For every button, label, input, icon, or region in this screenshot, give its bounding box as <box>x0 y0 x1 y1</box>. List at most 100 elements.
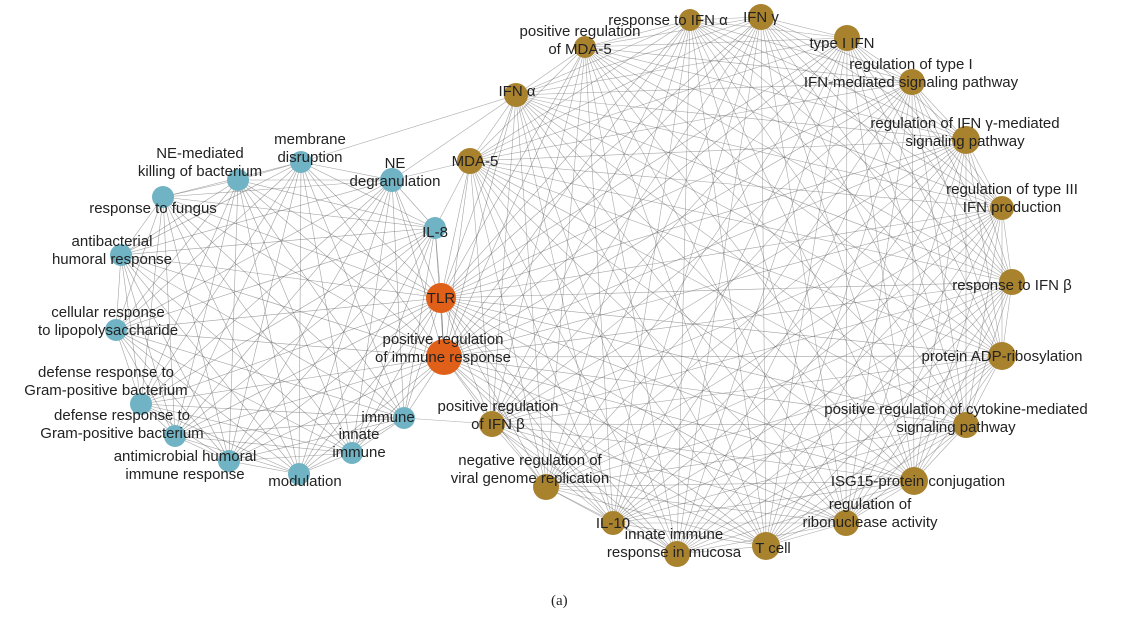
edge <box>115 329 300 475</box>
node-neg-reg-viral[interactable] <box>533 474 559 500</box>
edge <box>140 297 442 405</box>
edge <box>845 207 1003 524</box>
node-label-pos-reg-ifn-beta: of IFN β <box>471 416 525 433</box>
node-pos-reg-mda5[interactable] <box>574 36 596 58</box>
node-il8[interactable] <box>424 217 446 239</box>
edge <box>162 196 353 454</box>
node-tlr[interactable] <box>426 283 456 313</box>
edge <box>676 19 691 555</box>
edge <box>115 161 302 331</box>
node-mda5[interactable] <box>457 148 483 174</box>
edge <box>443 160 471 358</box>
edge <box>584 46 1003 357</box>
node-label-def-gram1: Gram-positive bacterium <box>24 382 187 399</box>
edge <box>689 19 1003 209</box>
node-label-pos-reg-ifn-beta: positive regulation <box>438 398 559 415</box>
edge-layer <box>115 16 1013 555</box>
node-il10[interactable] <box>601 511 625 535</box>
node-ne-degran[interactable] <box>380 168 404 192</box>
node-type1-ifn[interactable] <box>834 25 860 51</box>
node-ifn-gamma[interactable] <box>748 4 774 30</box>
edge <box>689 19 767 547</box>
edge <box>760 16 967 426</box>
node-reg-type3[interactable] <box>990 196 1014 220</box>
edge <box>612 424 967 524</box>
node-antimicrobial[interactable] <box>218 450 240 472</box>
node-pos-reg-ifn-beta[interactable] <box>479 411 505 437</box>
node-label-pos-reg-mda5: positive regulation <box>520 23 641 40</box>
edge <box>491 423 967 426</box>
node-reg-type1[interactable] <box>899 69 925 95</box>
edge <box>115 297 442 331</box>
node-tcell[interactable] <box>752 532 780 560</box>
edge <box>300 161 405 419</box>
node-reg-ifn-gamma[interactable] <box>952 126 980 154</box>
node-antibacterial[interactable] <box>110 244 132 266</box>
edge <box>545 16 762 488</box>
edge <box>440 94 517 299</box>
node-def-gram1[interactable] <box>130 393 152 415</box>
edge <box>300 161 442 299</box>
edge <box>760 16 1003 357</box>
edge <box>351 297 442 454</box>
node-membrane-disruption[interactable] <box>290 151 312 173</box>
edge <box>689 19 913 83</box>
edge <box>140 179 239 405</box>
node-innate-mucosa[interactable] <box>664 541 690 567</box>
edge <box>491 37 848 425</box>
node-reg-ribonuclease[interactable] <box>833 510 859 536</box>
edge <box>351 227 436 454</box>
edge <box>228 356 445 462</box>
node-resp-ifn-alpha[interactable] <box>679 9 701 31</box>
node-ifn-alpha[interactable] <box>504 83 528 107</box>
edge <box>440 297 678 555</box>
edge <box>300 161 445 358</box>
edge <box>676 207 1003 555</box>
node-pos-reg-cytokine[interactable] <box>953 412 979 438</box>
edge <box>237 179 353 454</box>
node-label-cell-resp-lps: to lipopolysaccharide <box>38 322 178 339</box>
edge <box>469 81 913 162</box>
edge <box>760 16 915 482</box>
node-response-fungus[interactable] <box>152 186 174 208</box>
edge <box>440 19 691 299</box>
node-resp-ifn-beta[interactable] <box>999 269 1025 295</box>
node-cell-resp-lps[interactable] <box>105 319 127 341</box>
edge <box>689 19 915 482</box>
node-label-ne-killing: killing of bacterium <box>138 163 262 180</box>
node-pos-reg-immune[interactable] <box>426 339 462 375</box>
edge <box>545 81 913 488</box>
node-label-reg-ribonuclease: ribonuclease activity <box>802 514 938 531</box>
edge <box>120 254 300 475</box>
node-label-reg-ribonuclease: regulation of <box>829 496 912 513</box>
edge <box>469 19 691 162</box>
node-adp-ribos[interactable] <box>988 342 1016 370</box>
edge <box>765 281 1013 547</box>
node-innate-immune[interactable] <box>341 442 363 464</box>
node-def-gram2[interactable] <box>164 425 186 447</box>
edge <box>115 179 239 331</box>
edge <box>391 179 445 358</box>
node-modulation[interactable] <box>288 463 310 485</box>
node-immune[interactable] <box>393 407 415 429</box>
node-label-def-gram2: Gram-positive bacterium <box>40 425 203 442</box>
edge <box>115 329 353 454</box>
node-isg15[interactable] <box>900 467 928 495</box>
node-label-ne-killing: NE-mediated <box>156 145 244 162</box>
edge <box>174 417 405 437</box>
node-ne-killing[interactable] <box>227 169 249 191</box>
edge <box>228 417 405 462</box>
edge <box>443 19 691 358</box>
edge <box>120 254 230 462</box>
node-label-ifn-gamma: IFN γ <box>743 9 779 26</box>
node-label-cell-resp-lps: cellular response <box>51 304 164 321</box>
edge <box>469 160 767 547</box>
edge <box>237 179 436 229</box>
edge <box>443 355 1003 358</box>
edge <box>515 94 614 524</box>
node-label-resp-ifn-alpha: response to IFN α <box>608 12 728 29</box>
edge <box>515 94 547 488</box>
node-label-def-gram1: defense response to <box>38 364 174 381</box>
